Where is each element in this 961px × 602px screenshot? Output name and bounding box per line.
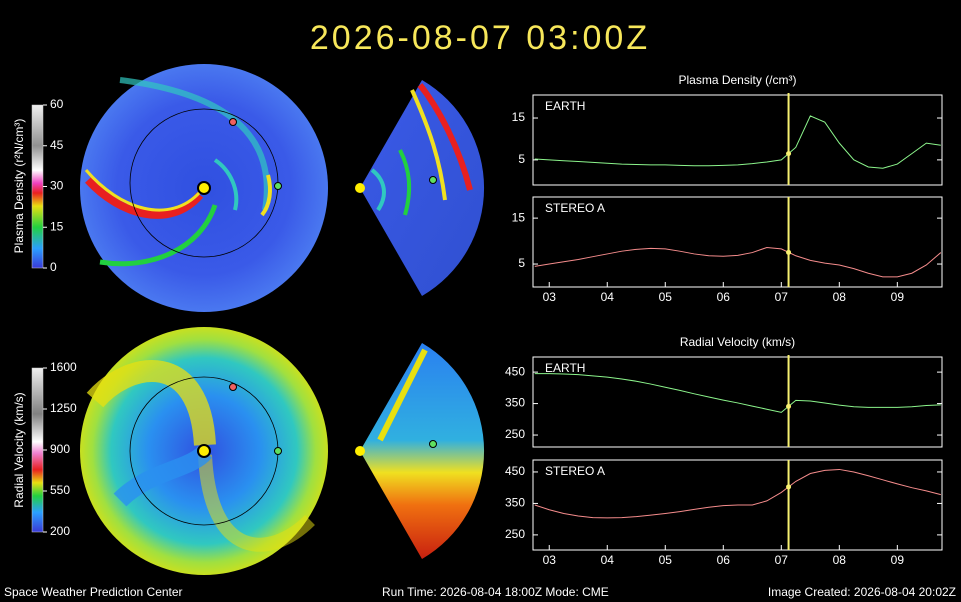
legend-entry: EARTH [545,99,585,113]
series-line [534,468,941,519]
x-tick-label: 05 [659,290,673,304]
y-tick-label: 5 [518,256,525,270]
legend-entry: EARTH [545,361,585,375]
x-tick-label: 03 [543,290,557,304]
y-tick-label: 250 [505,427,525,441]
y-tick-label: 450 [505,464,525,478]
colorbar-tick-label: 1250 [50,401,77,415]
x-tick-label: 06 [717,553,731,567]
title: 2026-08-07 03:00Z [310,19,650,57]
x-tick-label: 06 [717,290,731,304]
colorbar-label: Plasma Density (r²N/cm³) [12,119,26,254]
footer-center: Run Time: 2026-08-04 18:00Z Mode: CME [382,585,609,599]
legend-entry: STEREO A [545,201,605,215]
panel [532,459,943,551]
colorbar [31,104,44,269]
footer-right: Image Created: 2026-08-04 20:02Z [768,585,956,599]
x-tick-label: 03 [543,553,557,567]
x-tick-label: 05 [659,553,673,567]
velocity-wedge [355,343,485,559]
colorbar-tick-label: 0 [50,260,57,274]
x-tick-label: 09 [891,553,905,567]
y-tick-label: 15 [512,210,526,224]
density-wedge [355,80,485,296]
panel [532,196,943,288]
x-tick-label: 04 [601,553,615,567]
cursor-dot [786,403,792,409]
colorbar-tick-label: 45 [50,138,64,152]
x-tick-label: 08 [833,553,847,567]
panel [532,94,943,186]
series-line [534,115,941,169]
colorbar [31,367,44,533]
x-tick-label: 04 [601,290,615,304]
density-map [80,64,328,312]
footer-left: Space Weather Prediction Center [4,585,183,599]
colorbar-tick-label: 15 [50,219,64,233]
series-line [534,373,941,413]
colorbar-tick-label: 30 [50,179,64,193]
cursor-dot [786,484,792,490]
x-tick-label: 07 [775,553,789,567]
colorbar-tick-label: 1600 [50,360,77,374]
y-tick-label: 350 [505,496,525,510]
velocity-map [80,327,328,575]
colorbar-label: Radial Velocity (km/s) [12,392,26,507]
chart-title: Radial Velocity (km/s) [680,335,795,349]
x-tick-label: 07 [775,290,789,304]
colorbar-tick-label: 60 [50,97,64,111]
chart-title: Plasma Density (/cm³) [678,73,796,87]
y-tick-label: 450 [505,364,525,378]
y-tick-label: 250 [505,527,525,541]
legend-entry: STEREO A [545,464,605,478]
x-tick-label: 09 [891,290,905,304]
series-line [534,247,942,278]
cursor-dot [786,249,792,255]
cursor-dot [786,151,792,157]
colorbar-tick-label: 900 [50,442,70,456]
y-tick-label: 350 [505,396,525,410]
panel [532,356,943,448]
colorbar-tick-label: 550 [50,483,70,497]
y-tick-label: 5 [518,152,525,166]
y-tick-label: 15 [512,110,526,124]
colorbar-tick-label: 200 [50,524,70,538]
x-tick-label: 08 [833,290,847,304]
